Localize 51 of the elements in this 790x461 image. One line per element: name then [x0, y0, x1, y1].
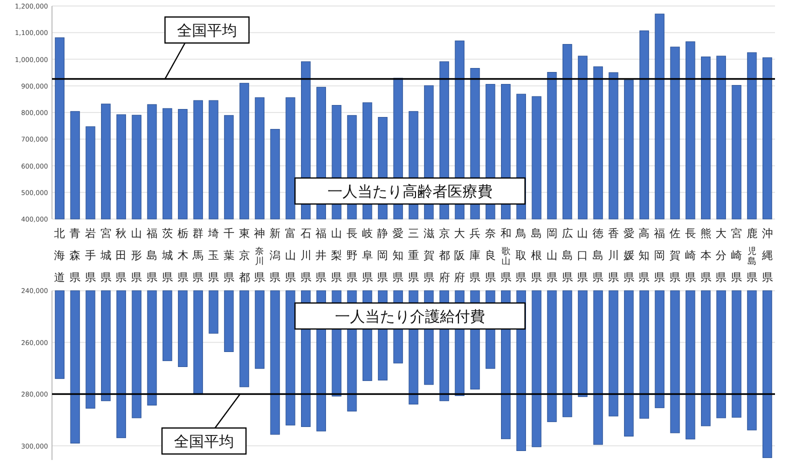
x-tick-label: 長崎県	[684, 227, 696, 284]
x-tick-label: 新潟県	[270, 227, 281, 284]
x-tick-label: 群馬県	[192, 227, 204, 284]
x-tick-label: 愛知県	[392, 227, 404, 284]
x-tick-label: 秋田県	[116, 227, 127, 284]
x-tick-label: 沖縄県	[760, 227, 773, 284]
x-tick-label: 岩手県	[84, 227, 96, 284]
x-tick-label: 徳島県	[592, 227, 604, 284]
x-tick-label: 奈良県	[484, 227, 496, 284]
x-tick-label: 香川県	[608, 227, 619, 284]
x-tick-label: 富山県	[284, 227, 296, 284]
x-tick-label: 岐阜県	[362, 227, 373, 284]
x-tick-label: 静岡県	[377, 227, 388, 284]
x-tick-label: 宮崎県	[731, 227, 742, 284]
x-tick-label: 栃木県	[177, 227, 188, 284]
x-tick-label: 大分県	[716, 227, 727, 284]
x-tick-label: 鹿児島県	[746, 227, 758, 284]
x-tick-label: 山形県	[131, 227, 142, 284]
x-tick-label: 山梨県	[331, 227, 342, 284]
x-tick-label: 滋賀県	[423, 227, 434, 284]
x-tick-label: 島根県	[531, 227, 542, 284]
x-tick-label: 千葉県	[223, 227, 234, 284]
x-tick-label: 鳥取県	[514, 227, 527, 284]
x-tick-label: 岡山県	[546, 227, 558, 284]
x-tick-label: 山口県	[577, 227, 588, 284]
x-tick-label: 熊本県	[700, 227, 712, 284]
ref-line-label: 全国平均	[177, 22, 237, 40]
x-tick-label: 北海道	[54, 227, 66, 284]
x-tick-label: 大阪府	[454, 227, 466, 284]
x-tick-label: 福岡県	[654, 227, 666, 284]
x-tick-label: 愛媛県	[623, 227, 634, 284]
x-tick-label: 福井県	[316, 227, 327, 284]
x-tick-label: 埼玉県	[207, 227, 220, 284]
x-tick-label: 三重県	[408, 227, 419, 284]
x-tick-label: 兵庫県	[470, 227, 481, 284]
x-tick-label: 長野県	[346, 227, 358, 284]
x-tick-label: 京都府	[438, 227, 450, 284]
x-tick-label: 宮城県	[99, 227, 112, 284]
x-tick-label: 佐賀県	[670, 227, 681, 284]
x-tick-label: 青森県	[70, 227, 81, 284]
x-tick-label: 福島県	[146, 227, 158, 284]
x-tick-label: 和歌山県	[500, 227, 512, 284]
legend-label: 全国平均	[174, 432, 234, 450]
x-tick-label: 茨城県	[160, 227, 173, 284]
annotation: 一人当たり高齢者医療費	[328, 182, 492, 200]
x-tick-label: 石川県	[300, 227, 312, 284]
x-tick-label: 神奈川県	[254, 227, 266, 284]
annotation: 一人当たり介護給付費	[335, 308, 485, 326]
x-tick-label: 高知県	[638, 227, 650, 284]
x-tick-label: 東京都	[238, 227, 250, 284]
x-tick-label: 広島県	[562, 227, 573, 284]
